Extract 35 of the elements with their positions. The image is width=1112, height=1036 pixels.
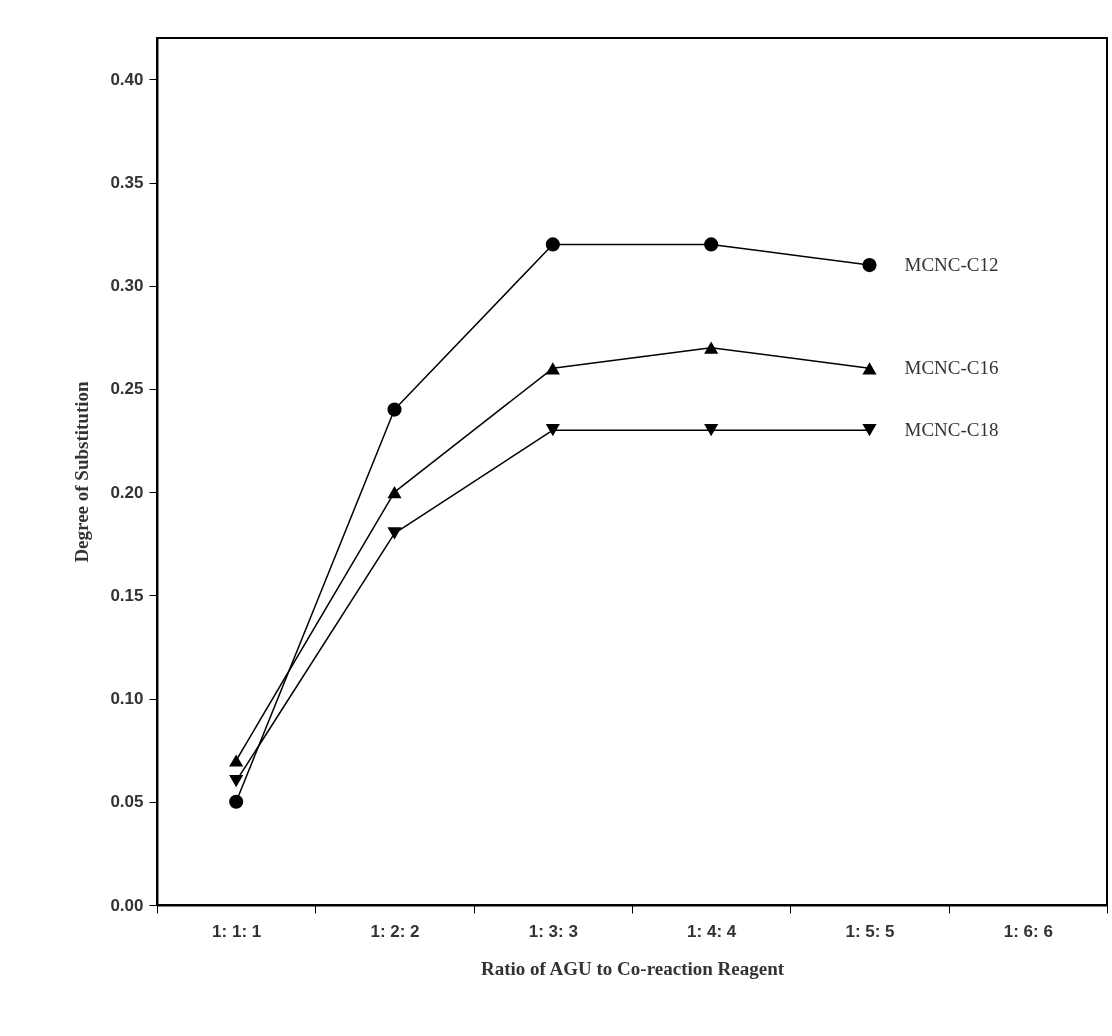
y-tick-label: 0.20 bbox=[110, 482, 144, 502]
y-tick-label: 0.40 bbox=[110, 69, 144, 89]
x-tick-label: 1: 1: 1 bbox=[212, 921, 262, 941]
point bbox=[545, 362, 560, 375]
y-tick-label: 0.10 bbox=[110, 689, 144, 709]
point bbox=[704, 341, 719, 354]
y-tick-label: 0.00 bbox=[110, 895, 144, 915]
point bbox=[545, 424, 560, 437]
point bbox=[545, 237, 560, 252]
y-tick-label: 0.05 bbox=[110, 792, 144, 812]
point bbox=[229, 775, 244, 788]
point bbox=[704, 237, 719, 252]
x-tick-label: 1: 3: 3 bbox=[528, 921, 578, 941]
x-tick-label: 1: 2: 2 bbox=[370, 921, 420, 941]
point bbox=[862, 424, 877, 437]
y-tick-label: 0.35 bbox=[110, 173, 144, 192]
y-tick-label: 0.15 bbox=[110, 585, 144, 605]
series-label: MCNC-C12 bbox=[904, 254, 999, 276]
point bbox=[387, 527, 402, 540]
point bbox=[387, 402, 402, 417]
point bbox=[229, 754, 244, 767]
series-label: MCNC-C18 bbox=[904, 419, 999, 441]
y-tick-label: 0.30 bbox=[110, 276, 144, 296]
x-tick-label: 1: 4: 4 bbox=[687, 921, 737, 941]
x-axis-title: Ratio of AGU to Co-reaction Reagent bbox=[480, 957, 785, 979]
point bbox=[862, 258, 877, 273]
y-axis-title: Degree of Substitution bbox=[71, 380, 93, 563]
x-tick-label: 1: 5: 5 bbox=[845, 921, 895, 941]
point bbox=[229, 794, 244, 809]
point bbox=[387, 486, 402, 499]
point bbox=[704, 424, 719, 437]
series-label: MCNC-C16 bbox=[904, 357, 999, 379]
y-tick-label: 0.25 bbox=[110, 379, 144, 399]
point bbox=[862, 362, 877, 375]
x-tick-label: 1: 6: 6 bbox=[1003, 921, 1053, 941]
